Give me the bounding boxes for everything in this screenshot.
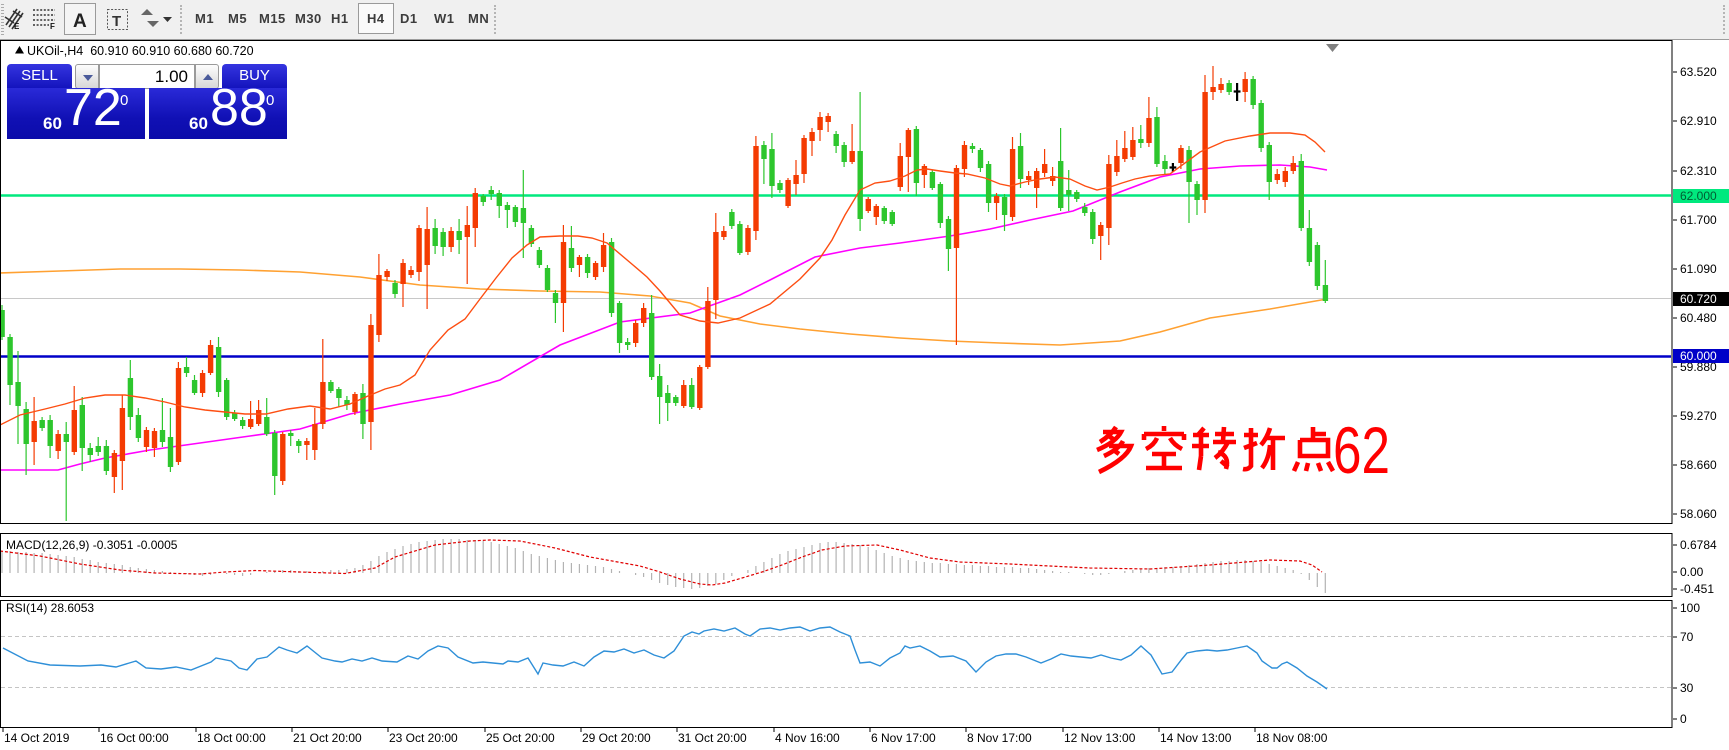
svg-text:0.6784: 0.6784 (1680, 538, 1717, 552)
svg-text:60.720: 60.720 (1680, 292, 1717, 306)
svg-text:A: A (73, 11, 87, 32)
svg-text:12 Nov 13:00: 12 Nov 13:00 (1064, 731, 1136, 745)
svg-text:62.310: 62.310 (1680, 164, 1717, 178)
svg-text:16 Oct 00:00: 16 Oct 00:00 (100, 731, 169, 745)
svg-text:14 Nov 13:00: 14 Nov 13:00 (1160, 731, 1232, 745)
svg-text:14 Oct 2019: 14 Oct 2019 (4, 731, 70, 745)
svg-text:6 Nov 17:00: 6 Nov 17:00 (871, 731, 936, 745)
svg-text:25 Oct 20:00: 25 Oct 20:00 (486, 731, 555, 745)
svg-text:59.270: 59.270 (1680, 409, 1717, 423)
svg-text:70: 70 (1680, 630, 1694, 644)
svg-text:58.060: 58.060 (1680, 507, 1717, 521)
svg-text:62.910: 62.910 (1680, 114, 1717, 128)
svg-text:23 Oct 20:00: 23 Oct 20:00 (389, 731, 458, 745)
svg-text:100: 100 (1680, 601, 1700, 615)
svg-text:21 Oct 20:00: 21 Oct 20:00 (293, 731, 362, 745)
svg-text:62: 62 (1333, 413, 1390, 487)
svg-text:UKOil-,H4 60.910 60.910 60.68: UKOil-,H4 60.910 60.910 60.680 60.720 (27, 44, 254, 58)
svg-text:63.520: 63.520 (1680, 65, 1717, 79)
svg-text:E: E (14, 22, 20, 31)
svg-text:0.00: 0.00 (1680, 565, 1704, 579)
svg-text:8 Nov 17:00: 8 Nov 17:00 (967, 731, 1032, 745)
svg-text:62.000: 62.000 (1680, 189, 1717, 203)
svg-text:59.880: 59.880 (1680, 360, 1717, 374)
svg-text:18 Nov 08:00: 18 Nov 08:00 (1256, 731, 1328, 745)
svg-text:18 Oct 00:00: 18 Oct 00:00 (197, 731, 266, 745)
svg-text:4 Nov 16:00: 4 Nov 16:00 (775, 731, 840, 745)
svg-text:60.480: 60.480 (1680, 311, 1717, 325)
svg-text:RSI(14) 28.6053: RSI(14) 28.6053 (6, 601, 94, 615)
svg-text:61.700: 61.700 (1680, 213, 1717, 227)
svg-text:T: T (112, 13, 121, 30)
svg-text:58.660: 58.660 (1680, 458, 1717, 472)
svg-text:31 Oct 20:00: 31 Oct 20:00 (678, 731, 747, 745)
svg-text:-0.451: -0.451 (1680, 582, 1714, 596)
svg-text:29 Oct 20:00: 29 Oct 20:00 (582, 731, 651, 745)
svg-text:60.000: 60.000 (1680, 349, 1717, 363)
svg-text:MACD(12,26,9) -0.3051 -0.0005: MACD(12,26,9) -0.3051 -0.0005 (6, 538, 178, 552)
svg-text:F: F (50, 22, 55, 31)
svg-text:0: 0 (1680, 712, 1687, 726)
svg-text:30: 30 (1680, 681, 1694, 695)
svg-text:61.090: 61.090 (1680, 262, 1717, 276)
